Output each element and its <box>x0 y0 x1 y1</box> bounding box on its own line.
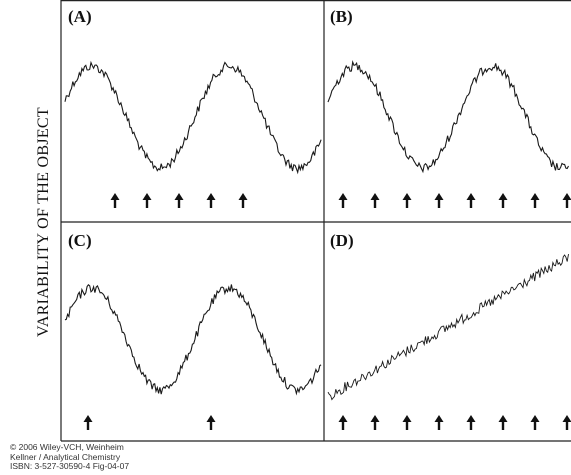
arrow-head <box>466 415 476 422</box>
arrow-head <box>206 415 216 422</box>
panel-b-signal-trace <box>327 60 569 174</box>
panel-a-label: (A) <box>68 7 92 26</box>
panel-b-sampling-arrow <box>562 193 571 208</box>
arrow-head <box>338 415 348 422</box>
panel-b-label: (B) <box>330 7 353 26</box>
copyright-notice: © 2006 Wiley-VCH, Weinheim Kellner / Ana… <box>10 442 270 472</box>
arrow-head <box>174 193 184 200</box>
panel-a-sampling-arrow <box>174 193 184 208</box>
panel-a-sampling-arrow <box>238 193 248 208</box>
copyright-line-2: Kellner / Analytical Chemistry <box>10 451 121 462</box>
y-axis-label: VARIABILITY OF THE OBJECT <box>35 107 52 337</box>
panel-d-sampling-arrow <box>370 415 380 430</box>
panel-d-sampling-arrow <box>562 415 571 430</box>
arrow-head <box>562 415 571 422</box>
arrow-head <box>402 193 412 200</box>
sampling-arrows <box>83 193 571 430</box>
panel-a-sampling-arrow <box>206 193 216 208</box>
panel-d-sampling-arrow <box>434 415 444 430</box>
arrow-head <box>238 193 248 200</box>
copyright-line-1: © 2006 Wiley-VCH, Weinheim <box>10 442 124 452</box>
panel-d-label: (D) <box>330 231 354 250</box>
panel-b-sampling-arrow <box>434 193 444 208</box>
arrow-head <box>434 415 444 422</box>
arrow-head <box>466 193 476 200</box>
arrow-head <box>338 193 348 200</box>
arrow-head <box>498 193 508 200</box>
arrow-head <box>110 193 120 200</box>
panel-d-sampling-arrow <box>498 415 508 430</box>
arrow-head <box>402 415 412 422</box>
arrow-head <box>562 193 571 200</box>
arrow-head <box>83 415 93 422</box>
arrow-head <box>206 193 216 200</box>
panel-b-sampling-arrow <box>466 193 476 208</box>
arrow-head <box>142 193 152 200</box>
panel-a-sampling-arrow <box>110 193 120 208</box>
panel-d-sampling-arrow <box>466 415 476 430</box>
arrow-head <box>498 415 508 422</box>
panel-d-sampling-arrow <box>338 415 348 430</box>
panel-c-signal-trace <box>64 284 322 396</box>
panel-c-label: (C) <box>68 231 92 250</box>
panel-c-sampling-arrow <box>83 415 93 430</box>
panel-b-sampling-arrow <box>498 193 508 208</box>
panel-b-sampling-arrow <box>402 193 412 208</box>
panel-d-sampling-arrow <box>402 415 412 430</box>
panel-d-sampling-arrow <box>530 415 540 430</box>
copyright-line-3: ISBN: 3-527-30590-4 Fig-04-07 <box>10 461 130 471</box>
arrow-head <box>370 193 380 200</box>
arrow-head <box>530 415 540 422</box>
panel-b-sampling-arrow <box>370 193 380 208</box>
panel-a-sampling-arrow <box>142 193 152 208</box>
signal-traces <box>64 60 569 401</box>
panel-a-signal-trace <box>64 60 322 175</box>
arrow-head <box>434 193 444 200</box>
panel-b-sampling-arrow <box>338 193 348 208</box>
panel-b-sampling-arrow <box>530 193 540 208</box>
arrow-head <box>530 193 540 200</box>
panel-d-signal-trace <box>327 254 569 401</box>
panel-c-sampling-arrow <box>206 415 216 430</box>
panel-frame <box>60 0 571 442</box>
arrow-head <box>370 415 380 422</box>
